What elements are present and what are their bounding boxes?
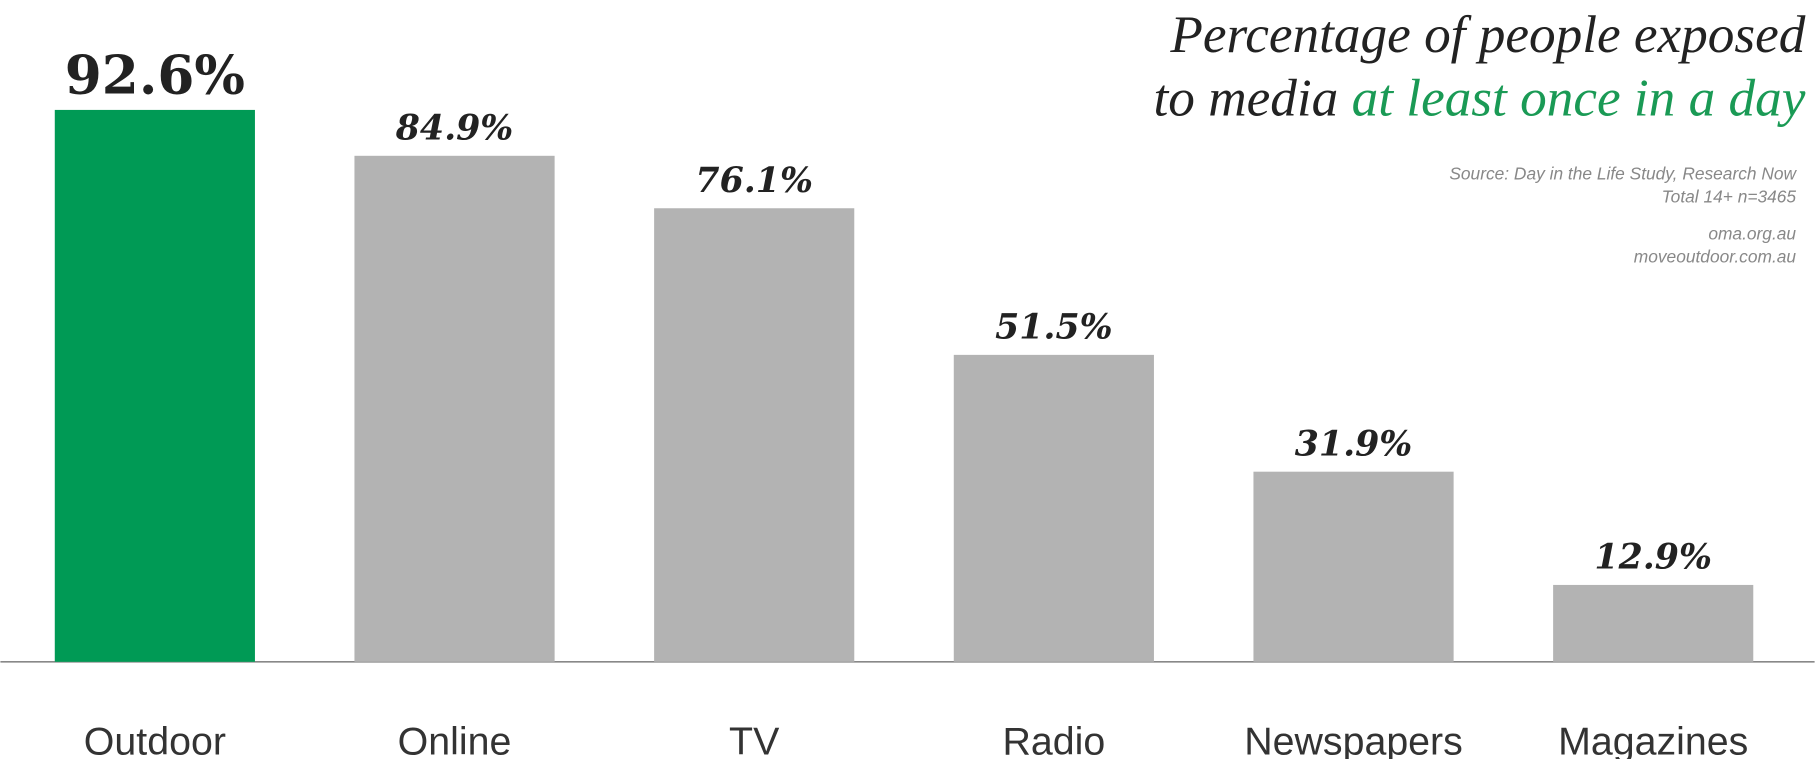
- x-tick-label: Magazines: [1558, 719, 1748, 759]
- source-note: oma.org.au: [1708, 224, 1796, 244]
- value-label: 76.1%: [695, 160, 813, 201]
- chart-title: to media: [1154, 69, 1339, 128]
- x-tick-label: Radio: [1002, 719, 1105, 759]
- value-label: 12.9%: [1594, 537, 1712, 578]
- chart-title-highlight: at least once in a day: [1352, 69, 1806, 128]
- x-tick-label: Online: [398, 719, 512, 759]
- bar: [1253, 471, 1454, 662]
- source-note: Total 14+ n=3465: [1662, 186, 1797, 206]
- bar: [654, 208, 855, 662]
- source-note: moveoutdoor.com.au: [1634, 247, 1797, 267]
- source-note: Source: Day in the Life Study, Research …: [1449, 163, 1797, 183]
- value-label: 51.5%: [995, 307, 1113, 348]
- x-tick-label: Newspapers: [1244, 719, 1463, 759]
- bar: [953, 354, 1154, 662]
- value-label: 92.6%: [65, 44, 245, 107]
- bar: [354, 155, 555, 662]
- value-label: 84.9%: [395, 108, 514, 149]
- bar: [54, 109, 255, 662]
- chart-title: Percentage of people exposed: [1169, 5, 1805, 64]
- chart-title: to media at least once in a day: [1154, 69, 1806, 128]
- x-tick-label: Outdoor: [84, 719, 226, 759]
- bar: [1553, 584, 1754, 662]
- value-label: 31.9%: [1295, 423, 1413, 464]
- x-tick-label: TV: [729, 719, 780, 759]
